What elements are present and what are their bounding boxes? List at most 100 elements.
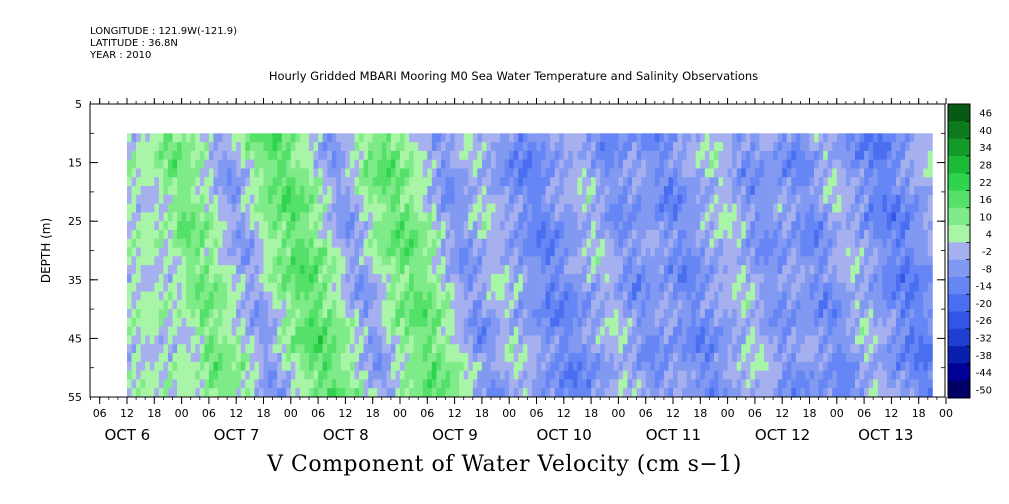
heatmap-cell [754, 133, 760, 143]
heatmap-cell [436, 265, 442, 275]
heatmap-cell [390, 142, 396, 152]
heatmap-cell [127, 194, 132, 205]
heatmap-cell [586, 317, 592, 328]
heatmap-cell [295, 247, 301, 257]
heatmap-cell [136, 379, 142, 389]
heatmap-cell [591, 370, 597, 380]
heatmap-cell [768, 326, 774, 336]
heatmap-cell [190, 133, 196, 143]
heatmap-cell [172, 238, 178, 248]
heatmap-cell [140, 203, 146, 213]
heatmap-cell [254, 194, 260, 205]
heatmap-cell [186, 344, 192, 354]
heatmap-cell [591, 159, 597, 169]
heatmap-cell [786, 326, 792, 336]
heatmap-cell [340, 335, 346, 345]
heatmap-cell [154, 229, 160, 240]
heatmap-cell [208, 265, 214, 275]
heatmap-cell [873, 273, 879, 284]
heatmap-cell [309, 194, 314, 205]
heatmap-cell [795, 221, 801, 231]
heatmap-cell [404, 247, 410, 257]
heatmap-cell [600, 344, 606, 354]
heatmap-cell [509, 177, 515, 187]
heatmap-cell [622, 300, 628, 310]
heatmap-cell [286, 388, 292, 398]
heatmap-cell [322, 238, 328, 248]
heatmap-cell [245, 203, 251, 213]
heatmap-cell [773, 142, 779, 152]
heatmap-cell [400, 159, 405, 169]
heatmap-cell [454, 256, 460, 266]
heatmap-cell [299, 168, 305, 178]
heatmap-cell [472, 335, 478, 345]
heatmap-cell [677, 309, 683, 319]
heatmap-cell [463, 344, 469, 354]
heatmap-cell [395, 388, 401, 398]
heatmap-cell [550, 203, 556, 213]
heatmap-cell [850, 282, 856, 292]
heatmap-cell [309, 247, 314, 257]
heatmap-cell [700, 388, 706, 398]
heatmap-cell [445, 335, 451, 345]
heatmap-cell [809, 212, 815, 222]
heatmap-cell [318, 256, 324, 266]
heatmap-cell [736, 317, 742, 328]
heatmap-cell [486, 256, 492, 266]
heatmap-cell [750, 133, 756, 143]
heatmap-cell [340, 309, 346, 319]
heatmap-cell [199, 388, 205, 398]
heatmap-cell [504, 256, 510, 266]
heatmap-cell [400, 388, 405, 398]
heatmap-cell [299, 247, 305, 257]
heatmap-cell [331, 159, 337, 169]
heatmap-cell [295, 177, 301, 187]
heatmap-cell [313, 361, 319, 372]
heatmap-cell [531, 273, 537, 284]
heatmap-cell [650, 326, 656, 336]
heatmap-cell [677, 159, 683, 169]
heatmap-cell [827, 379, 833, 389]
heatmap-cell [227, 238, 233, 248]
heatmap-cell [632, 212, 637, 222]
heatmap-cell [641, 353, 647, 363]
heatmap-cell [682, 326, 688, 336]
heatmap-cell [827, 133, 833, 143]
heatmap-cell [281, 256, 287, 266]
heatmap-cell [431, 186, 437, 196]
heatmap-cell [354, 221, 360, 231]
heatmap-cell [845, 221, 851, 231]
heatmap-cell [218, 335, 223, 345]
heatmap-cell [750, 194, 756, 205]
heatmap-cell [331, 317, 337, 328]
heatmap-cell [500, 194, 506, 205]
heatmap-cell [204, 186, 210, 196]
heatmap-cell [409, 168, 415, 178]
heatmap-cell [299, 388, 305, 398]
heatmap-cell [759, 370, 765, 380]
heatmap-cell [240, 361, 246, 372]
heatmap-cell [327, 370, 333, 380]
heatmap-cell [604, 229, 610, 240]
heatmap-cell [641, 150, 647, 161]
heatmap-cell [718, 265, 724, 275]
heatmap-cell [668, 238, 674, 248]
heatmap-cell [336, 203, 342, 213]
heatmap-cell [468, 133, 474, 143]
heatmap-cell [481, 212, 487, 222]
heatmap-cell [218, 177, 223, 187]
heatmap-cell [309, 309, 314, 319]
heatmap-cell [500, 309, 506, 319]
heatmap-cell [268, 300, 273, 310]
heatmap-cell [199, 379, 205, 389]
heatmap-cell [222, 247, 228, 257]
heatmap-cell [240, 326, 246, 336]
heatmap-cell [386, 186, 392, 196]
heatmap-cell [695, 256, 701, 266]
heatmap-cell [586, 177, 592, 187]
heatmap-cell [158, 177, 164, 187]
heatmap-cell [450, 388, 455, 398]
heatmap-cell [877, 388, 883, 398]
heatmap-cell [504, 273, 510, 284]
heatmap-cell [855, 177, 860, 187]
